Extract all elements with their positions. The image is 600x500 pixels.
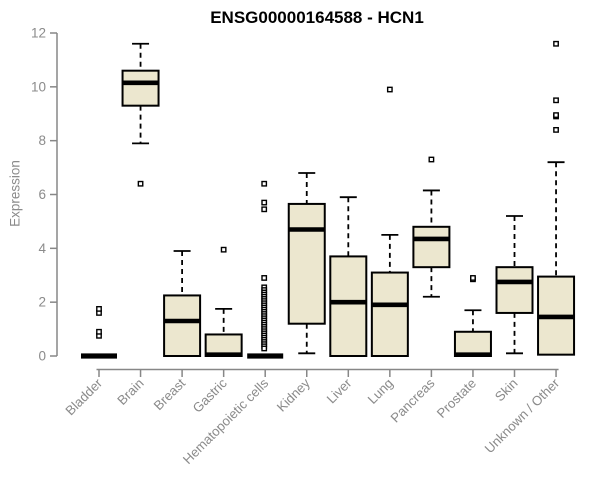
- box: [329, 255, 368, 357]
- y-tick-label: 8: [38, 133, 46, 148]
- box-collapsed: [247, 353, 284, 359]
- outlier-point: [137, 180, 144, 187]
- x-tick-label: Breast: [151, 375, 189, 413]
- y-tick-label: 6: [38, 187, 46, 202]
- outlier-point: [553, 112, 559, 118]
- y-tick-label: 12: [31, 25, 46, 40]
- box: [287, 202, 326, 325]
- y-tick-label: 0: [38, 349, 46, 364]
- outlier-point: [261, 275, 268, 281]
- box-collapsed: [81, 353, 117, 359]
- box: [495, 266, 534, 314]
- outlier-point: [261, 345, 268, 352]
- outlier-point: [553, 40, 559, 47]
- outlier-point: [96, 305, 102, 312]
- box: [121, 69, 160, 107]
- x-tick-label: Brain: [114, 376, 146, 408]
- outlier-point: [220, 246, 227, 253]
- x-tick-label: Lung: [365, 376, 396, 407]
- x-tick-label: Pancreas: [388, 375, 438, 425]
- x-tick-label: Liver: [324, 375, 355, 406]
- x-tick-label: Bladder: [62, 375, 105, 418]
- x-tick-label: Unknown / Other: [482, 375, 563, 456]
- y-tick-label: 4: [38, 241, 46, 256]
- box: [370, 271, 409, 357]
- outlier-point: [261, 206, 268, 213]
- outlier-point: [261, 180, 268, 187]
- x-tick-label: Skin: [492, 376, 521, 405]
- x-tick-label: Kidney: [274, 375, 313, 414]
- box: [163, 294, 202, 358]
- box: [453, 330, 492, 357]
- y-tick-label: 10: [31, 79, 46, 94]
- outlier-point: [553, 97, 559, 104]
- outlier-point: [96, 328, 102, 335]
- outlier-point: [553, 126, 559, 133]
- chart-title: ENSG00000164588 - HCN1: [210, 8, 424, 27]
- outlier-point: [470, 275, 476, 281]
- outlier-point: [386, 86, 393, 93]
- x-tick-label: Prostate: [434, 376, 479, 421]
- outlier-point: [261, 199, 268, 206]
- outlier-point: [428, 156, 435, 163]
- y-tick-label: 2: [38, 295, 46, 310]
- box: [412, 225, 451, 269]
- x-tick-label: Gastric: [190, 375, 230, 415]
